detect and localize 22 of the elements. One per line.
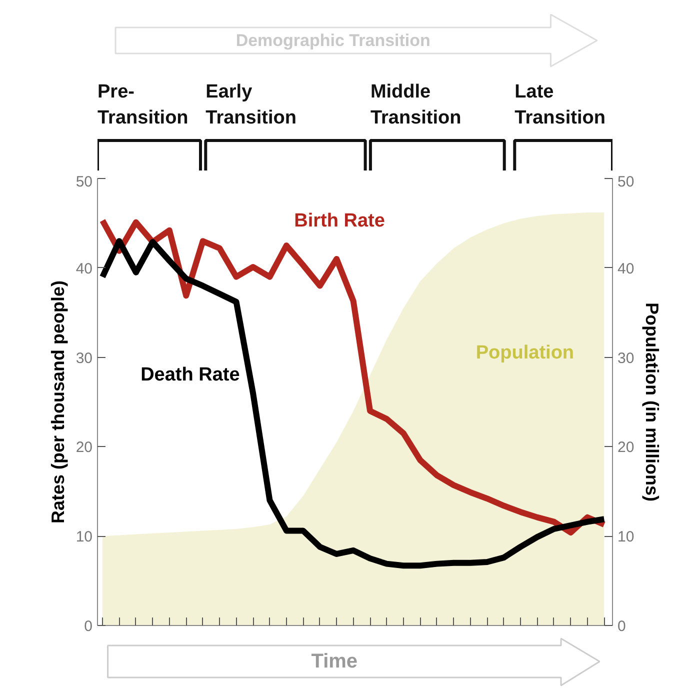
y-axis-title: Rates (per thousand people) [48, 280, 68, 524]
y2-tick-label: 40 [618, 260, 634, 278]
y2-axis-title: Population (in millions) [642, 302, 662, 502]
x-axis-title: Time [311, 650, 358, 672]
y-tick-label: 20 [76, 439, 93, 456]
text: Middle Transition [370, 81, 462, 128]
series-label: Death Rate [140, 364, 240, 386]
y2-tick-label: 50 [618, 174, 634, 190]
y2-tick-label: 30 [618, 350, 634, 367]
text: Late Transition [514, 81, 606, 128]
series-label: Population [476, 342, 574, 364]
y2-tick-label: 20 [618, 439, 634, 456]
y-tick-label: 0 [84, 618, 92, 635]
text: Pre- Transition [98, 81, 188, 128]
y-tick-label: 50 [76, 174, 93, 190]
y2-tick-label: 0 [618, 618, 626, 635]
y2-tick-label: 10 [618, 528, 634, 546]
text: Early Transition [206, 81, 296, 128]
series-label: Birth Rate [294, 210, 385, 232]
y-tick-label: 30 [76, 350, 93, 367]
y-tick-label: 40 [76, 260, 93, 278]
y-tick-label: 10 [76, 528, 93, 546]
